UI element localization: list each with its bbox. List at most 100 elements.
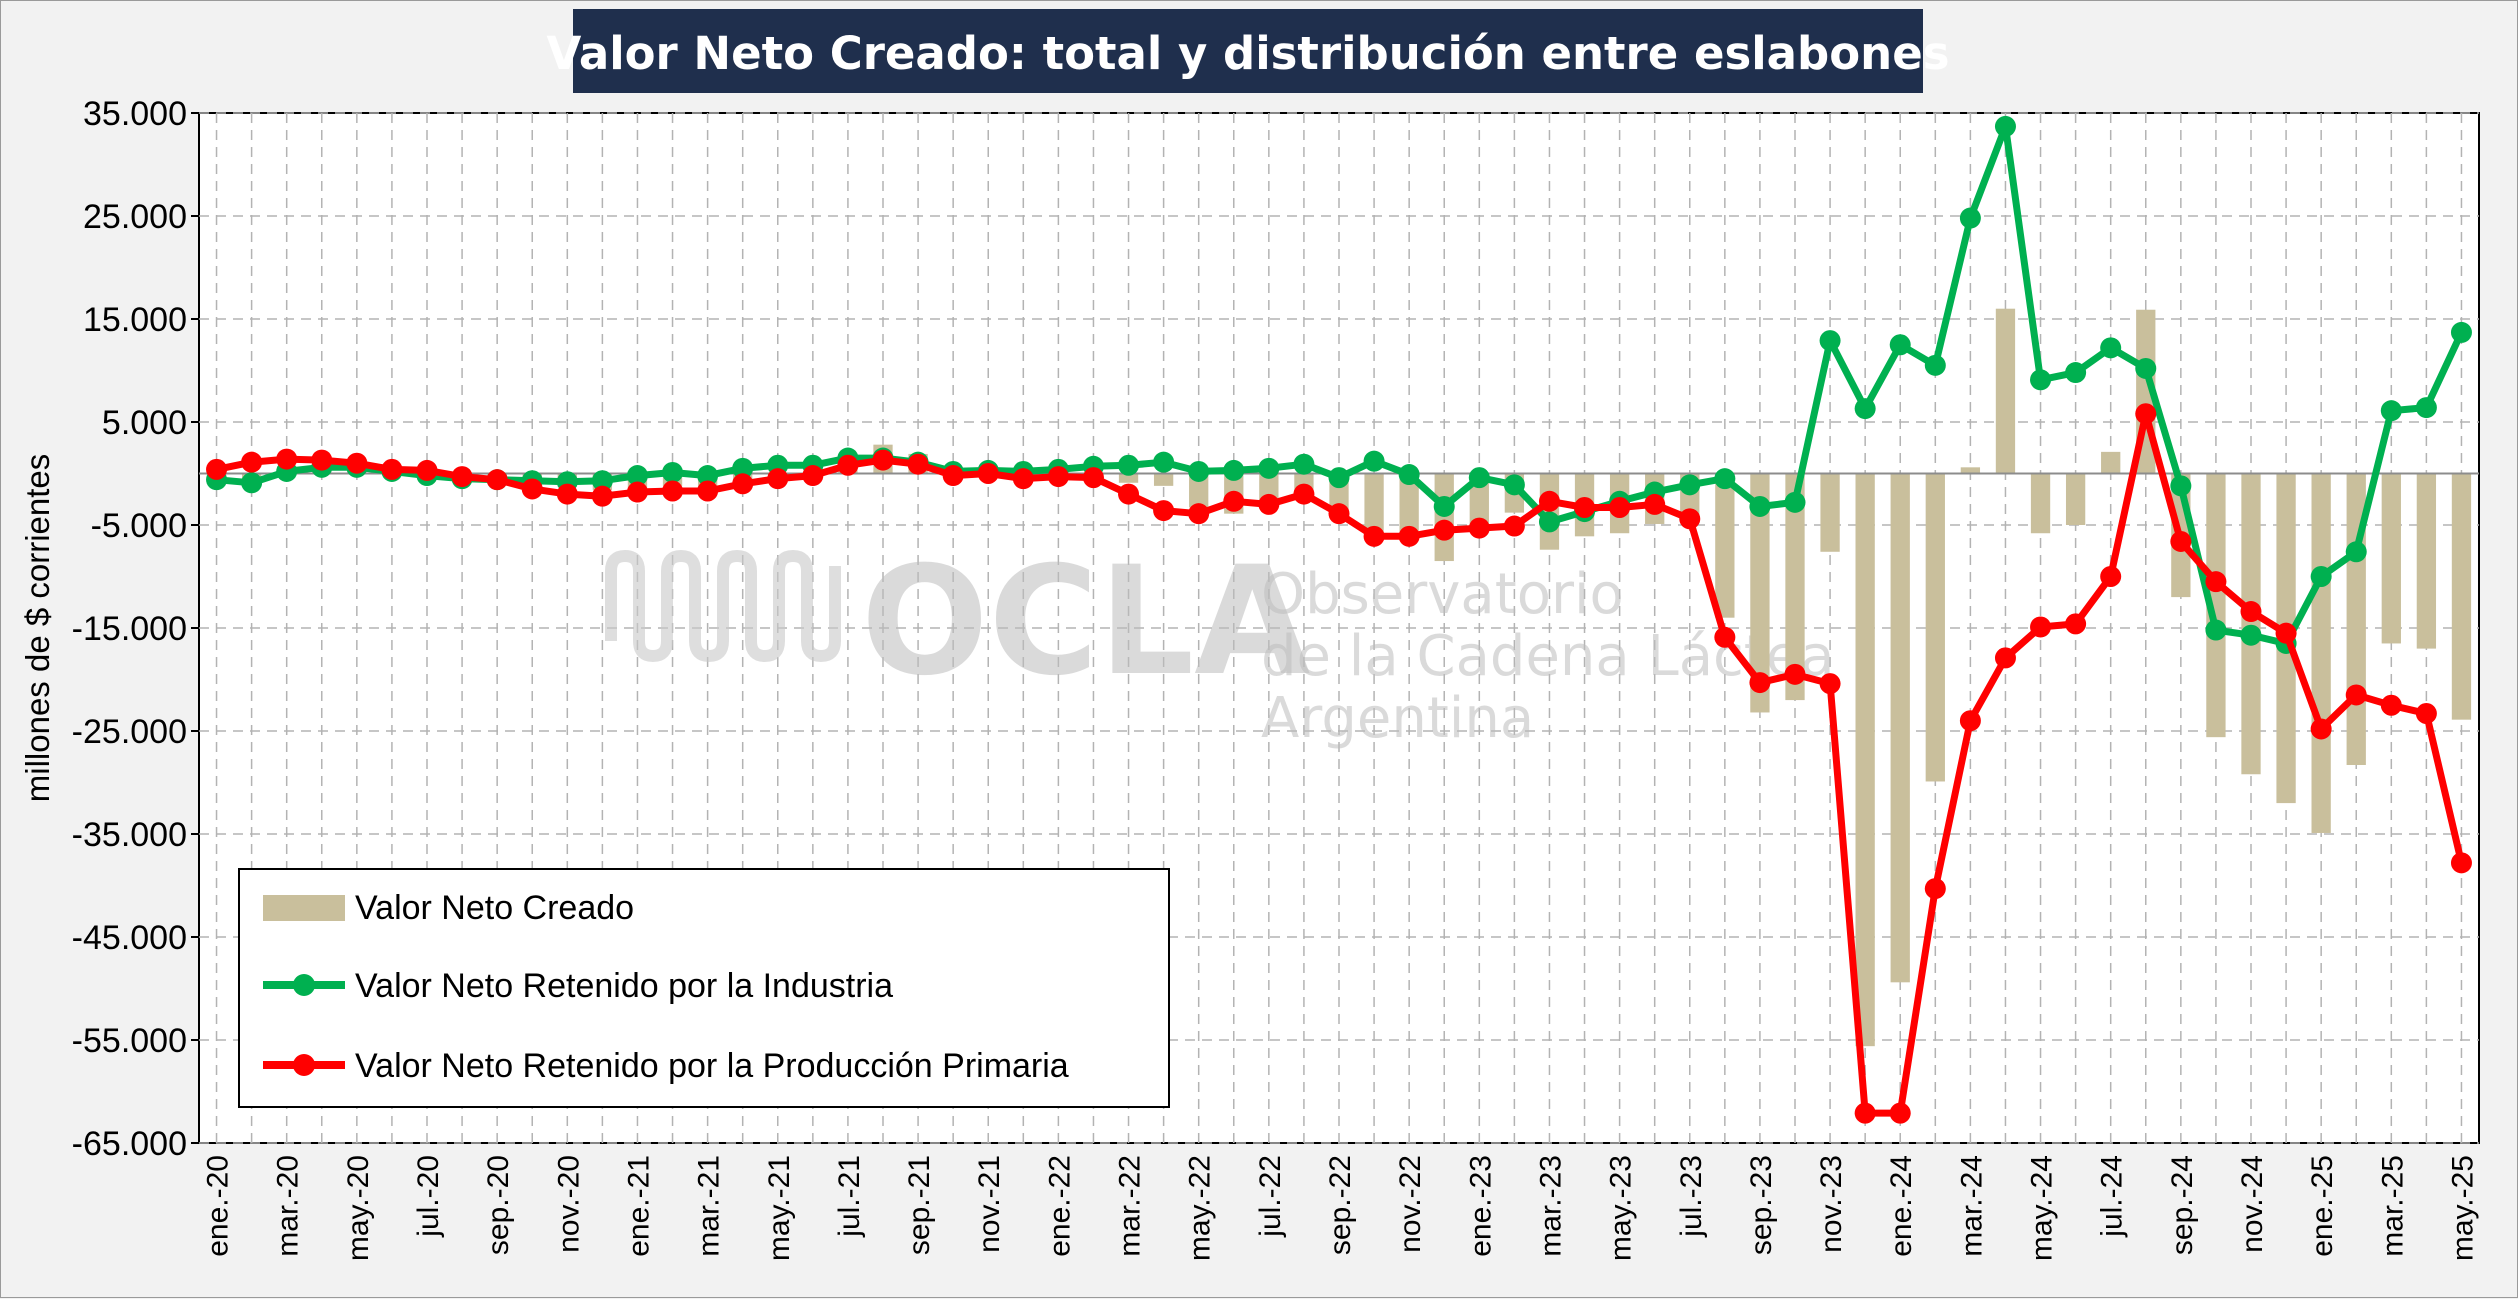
point-primaria [872, 449, 894, 471]
y-tick-label: 25.000 [83, 198, 187, 236]
watermark-line2: de la Cadena Láctea [1261, 624, 1835, 689]
point-industria [1363, 450, 1385, 472]
point-industria [2205, 619, 2227, 641]
point-primaria [206, 458, 228, 480]
point-industria [2065, 362, 2087, 384]
point-primaria [942, 465, 964, 487]
bar-valor-neto-creado [1855, 473, 1875, 1047]
legend: Valor Neto Creado Valor Neto Retenido po… [238, 868, 1170, 1108]
point-primaria [241, 451, 263, 473]
point-primaria [1047, 466, 1069, 488]
point-primaria [1118, 483, 1140, 505]
point-primaria [1153, 500, 1175, 522]
point-primaria [2380, 694, 2402, 716]
bar-valor-neto-creado [1890, 473, 1910, 983]
legend-marker-industria [293, 974, 315, 996]
point-primaria [837, 454, 859, 476]
bar-valor-neto-creado [1189, 473, 1209, 508]
point-industria [1503, 474, 1525, 496]
point-industria [1924, 354, 1946, 376]
point-primaria [591, 485, 613, 507]
ocla-watermark: OCLA Observatorio de la Cadena Láctea Ar… [605, 535, 1835, 751]
point-industria [1188, 460, 1210, 482]
point-primaria [1188, 503, 1210, 525]
y-axis-ticks: 35.000 25.000 15.000 5.000 -5.000 -15.000 -25.… [72, 95, 199, 1163]
bar-valor-neto-creado [2030, 473, 2051, 534]
point-industria [2100, 337, 2122, 359]
bar-valor-neto-creado [2311, 473, 2331, 833]
point-industria [2380, 400, 2402, 422]
point-primaria [1082, 467, 1104, 489]
point-primaria [1258, 493, 1280, 515]
x-tick-label: jul.-22 [1254, 1155, 1287, 1238]
point-industria [1468, 467, 1490, 489]
point-primaria [907, 453, 929, 475]
y-axis-label: millones de $ corrientes [19, 454, 56, 803]
point-industria [1153, 451, 1175, 473]
x-tick-label: mar.-22 [1114, 1155, 1147, 1257]
point-industria [1328, 467, 1350, 489]
point-industria [1994, 115, 2016, 137]
bar-valor-neto-creado [1960, 467, 1981, 474]
x-tick-label: jul.-24 [2096, 1155, 2129, 1238]
point-primaria [1574, 496, 1596, 518]
point-primaria [1328, 503, 1350, 525]
bar-valor-neto-creado [2381, 473, 2401, 644]
point-primaria [2065, 613, 2087, 635]
x-tick-label: may.-20 [342, 1155, 375, 1261]
bar-valor-neto-creado [1785, 473, 1805, 701]
bar-valor-neto-creado [2065, 473, 2086, 525]
x-tick-label: sep.-20 [482, 1155, 515, 1255]
point-primaria [1819, 673, 1841, 695]
point-primaria [662, 480, 684, 502]
point-primaria [767, 468, 789, 490]
point-primaria [1644, 493, 1666, 515]
legend-box [238, 868, 1170, 1108]
point-primaria [1784, 663, 1806, 685]
bar-valor-neto-creado [1820, 473, 1840, 552]
point-industria [2450, 321, 2472, 343]
x-tick-label: mar.-23 [1534, 1155, 1567, 1257]
x-tick-label: sep.-21 [903, 1155, 936, 1255]
point-primaria [1293, 483, 1315, 505]
point-primaria [1223, 490, 1245, 512]
bar-valor-neto-creado [1153, 473, 1174, 486]
point-industria [697, 465, 719, 487]
bar-valor-neto-creado [2241, 473, 2261, 775]
bar-valor-neto-creado [2206, 473, 2226, 738]
y-tick-label: -65.000 [72, 1125, 187, 1163]
point-primaria [2275, 622, 2297, 644]
legend-swatch-bar [263, 895, 345, 921]
x-tick-label: nov.-21 [973, 1155, 1006, 1253]
point-primaria [1012, 468, 1034, 490]
point-primaria [2450, 852, 2472, 874]
point-industria [1118, 454, 1140, 476]
point-primaria [2030, 616, 2052, 638]
x-tick-label: may.-25 [2446, 1155, 2479, 1261]
legend-label-primaria: Valor Neto Retenido por la Producción Pr… [355, 1047, 1069, 1085]
bar-valor-neto-creado [1995, 308, 2016, 474]
point-industria [2345, 541, 2367, 563]
point-primaria [2415, 702, 2437, 724]
point-primaria [451, 466, 473, 488]
point-primaria [1433, 519, 1455, 541]
point-primaria [2170, 530, 2192, 552]
point-industria [1784, 491, 1806, 513]
point-industria [662, 461, 684, 483]
point-primaria [626, 481, 648, 503]
y-tick-label: 5.000 [102, 404, 187, 442]
y-tick-label: -45.000 [72, 919, 187, 957]
point-primaria [2100, 566, 2122, 587]
x-tick-label: mar.-24 [1955, 1155, 1988, 1257]
point-industria [1714, 468, 1736, 490]
y-tick-label: -5.000 [91, 507, 187, 545]
bar-valor-neto-creado [1715, 473, 1735, 618]
point-industria [2415, 397, 2437, 419]
chart-title-box [573, 9, 1923, 93]
point-primaria [977, 463, 999, 484]
x-tick-label: ene.-25 [2306, 1155, 2339, 1257]
bar-valor-neto-creado [1750, 473, 1770, 713]
point-primaria [732, 473, 754, 495]
legend-label-valor-neto-creado: Valor Neto Creado [355, 889, 634, 927]
point-industria [2240, 624, 2262, 646]
